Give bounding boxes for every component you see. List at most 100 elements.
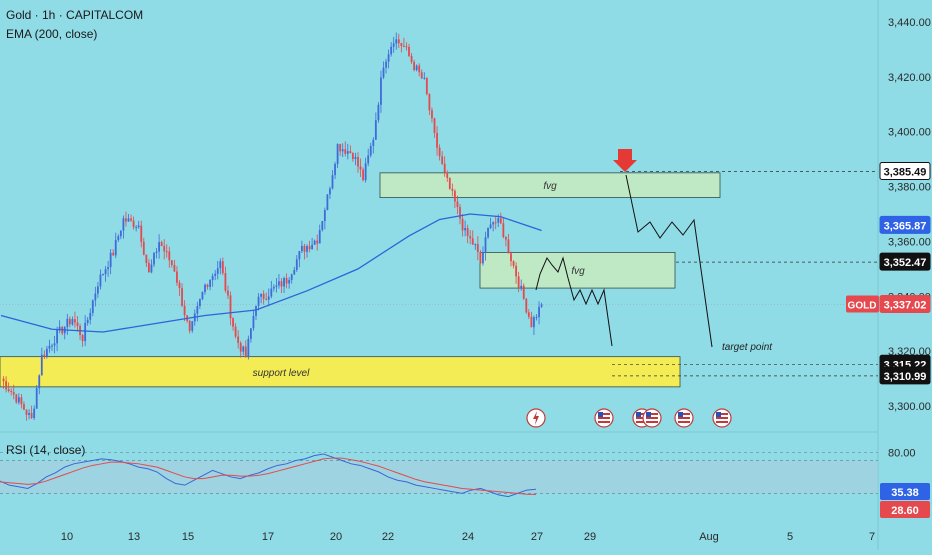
candle-body <box>17 397 20 403</box>
candle-body <box>275 285 278 287</box>
candle-body <box>155 251 158 253</box>
candle-body <box>413 61 415 71</box>
candle-body <box>538 306 540 318</box>
candle-body <box>288 279 291 284</box>
candle-body <box>392 43 395 47</box>
candle-body <box>250 328 252 339</box>
down-arrow-icon <box>613 149 637 172</box>
candle-body <box>173 264 176 272</box>
candle-body <box>66 318 69 328</box>
candle-body <box>104 269 107 275</box>
us-flag-event-icon[interactable] <box>712 408 732 428</box>
candle-body <box>326 194 329 211</box>
candle-body <box>84 322 87 342</box>
candle-body <box>522 285 525 299</box>
candle-body <box>362 169 364 181</box>
candle-body <box>469 236 472 239</box>
candle-body <box>247 338 250 358</box>
candle-body <box>2 378 5 382</box>
candle-body <box>71 319 74 325</box>
candle-body <box>168 251 171 261</box>
candle-body <box>380 77 382 105</box>
candle-body <box>10 391 13 393</box>
candle-body <box>512 261 515 266</box>
candle-body <box>484 237 487 254</box>
candle-body <box>341 149 344 152</box>
x-tick-label: Aug <box>699 531 719 543</box>
candle-body <box>51 345 53 347</box>
candle-body <box>339 144 342 152</box>
candle-body <box>515 265 517 277</box>
candle-body <box>295 259 298 271</box>
candle-body <box>262 293 265 299</box>
x-tick-label: 29 <box>584 531 596 543</box>
candle-body <box>244 346 247 358</box>
candle-body <box>349 151 352 154</box>
candle-body <box>433 118 436 133</box>
candle-body <box>405 46 408 48</box>
candle-body <box>428 94 431 111</box>
candle-body <box>533 317 535 328</box>
candle-body <box>303 245 306 252</box>
candle-body <box>89 312 92 320</box>
candle-body <box>160 242 163 247</box>
candle-body <box>43 354 46 357</box>
rsi-band <box>0 460 878 494</box>
rsi-ma-text: 28.60 <box>891 505 919 517</box>
us-flag-event-icon[interactable] <box>594 408 614 428</box>
candle-body <box>441 156 444 164</box>
candle-body <box>540 304 543 307</box>
price-label <box>879 252 931 271</box>
candle-body <box>321 221 324 230</box>
rsi-tick-label: 80.00 <box>888 447 916 459</box>
candle-body <box>323 210 326 222</box>
us-flag-event-icon[interactable] <box>674 408 694 428</box>
chart-title: Gold · 1h · CAPITALCOM <box>6 8 144 22</box>
x-tick-label: 10 <box>61 531 73 543</box>
candle-body <box>265 298 268 300</box>
candle-body <box>306 246 308 252</box>
candle-body <box>122 218 125 231</box>
x-tick-label: 17 <box>262 531 274 543</box>
candle-body <box>196 306 199 314</box>
price-label <box>879 366 931 385</box>
candle-body <box>232 318 234 327</box>
candle-body <box>181 288 183 306</box>
rsi-line <box>0 453 537 498</box>
x-tick-label: 20 <box>330 531 342 543</box>
candle-body <box>431 110 433 119</box>
candle-body <box>278 281 280 286</box>
candle-body <box>313 240 316 245</box>
rsi-current-text: 35.38 <box>891 487 919 499</box>
candle-body <box>163 246 166 252</box>
candle-body <box>53 343 56 346</box>
candle-body <box>344 149 347 154</box>
candle-body <box>40 354 43 376</box>
candle-body <box>204 284 206 293</box>
candle-body <box>178 282 181 289</box>
candle-body <box>234 326 237 337</box>
candle-body <box>466 228 469 237</box>
us-flag-event-icon[interactable] <box>642 408 662 428</box>
candle-body <box>464 228 466 231</box>
y-tick-label: 3,440.00 <box>888 17 931 29</box>
candle-body <box>408 46 410 56</box>
candle-body <box>191 321 194 331</box>
candle-body <box>474 244 477 246</box>
candle-body <box>397 39 400 44</box>
candle-body <box>318 229 321 244</box>
candle-body <box>153 252 155 265</box>
candle-body <box>35 388 38 409</box>
candle-body <box>372 139 375 146</box>
candle-body <box>97 286 99 294</box>
candle-body <box>301 245 303 252</box>
fvg-label: fvg <box>571 266 585 277</box>
candle-body <box>400 43 403 46</box>
lightning-event-icon[interactable] <box>526 408 546 428</box>
candle-body <box>390 46 393 55</box>
candle-body <box>148 262 150 273</box>
candle-body <box>107 267 109 270</box>
support-zone <box>0 356 681 388</box>
